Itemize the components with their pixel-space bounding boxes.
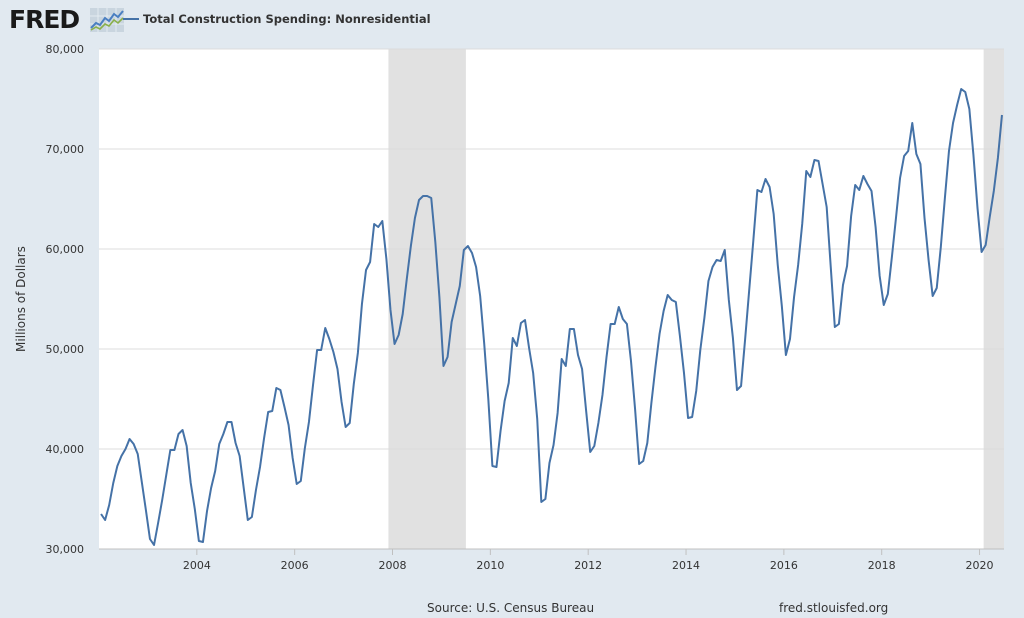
x-axis-ticks: 2004 2006 2008 2010 2012 2014 2016 2018 2020 bbox=[183, 549, 994, 572]
legend-series-swatch bbox=[123, 18, 139, 20]
y-axis-ticks: 30,000 40,000 50,000 60,000 70,000 80,000 bbox=[46, 43, 85, 556]
x-tick-label: 2006 bbox=[281, 559, 309, 572]
site-link[interactable]: fred.stlouisfed.org bbox=[779, 601, 889, 615]
fred-logo-text: FRED bbox=[9, 5, 80, 34]
y-tick-label: 40,000 bbox=[46, 443, 85, 456]
y-tick-label: 80,000 bbox=[46, 43, 85, 56]
recession-band-1 bbox=[983, 49, 1004, 549]
fred-line-chart-icon bbox=[90, 8, 124, 32]
x-tick-label: 2020 bbox=[966, 559, 994, 572]
recession-band-0 bbox=[388, 49, 466, 549]
y-tick-label: 60,000 bbox=[46, 243, 85, 256]
source-credit: Source: U.S. Census Bureau bbox=[427, 601, 595, 615]
y-tick-label: 50,000 bbox=[46, 343, 85, 356]
x-tick-label: 2010 bbox=[476, 559, 504, 572]
recession-bands bbox=[388, 49, 1004, 549]
x-tick-label: 2008 bbox=[379, 559, 407, 572]
series-line-nonresidential[interactable] bbox=[100, 88, 1003, 546]
x-tick-label: 2012 bbox=[574, 559, 602, 572]
x-tick-label: 2014 bbox=[672, 559, 700, 572]
x-tick-label: 2004 bbox=[183, 559, 211, 572]
line-chart: 30,000 40,000 50,000 60,000 70,000 80,000 200… bbox=[14, 43, 1004, 572]
chart-header: FRED Total Construction Spending: Nonres… bbox=[0, 0, 1024, 42]
y-tick-label: 30,000 bbox=[46, 543, 85, 556]
legend-series-label: Total Construction Spending: Nonresident… bbox=[143, 12, 431, 26]
y-axis-label: Millions of Dollars bbox=[14, 246, 28, 352]
y-tick-label: 70,000 bbox=[46, 143, 85, 156]
x-tick-label: 2018 bbox=[868, 559, 896, 572]
x-tick-label: 2016 bbox=[770, 559, 798, 572]
plot-area bbox=[99, 49, 1004, 549]
